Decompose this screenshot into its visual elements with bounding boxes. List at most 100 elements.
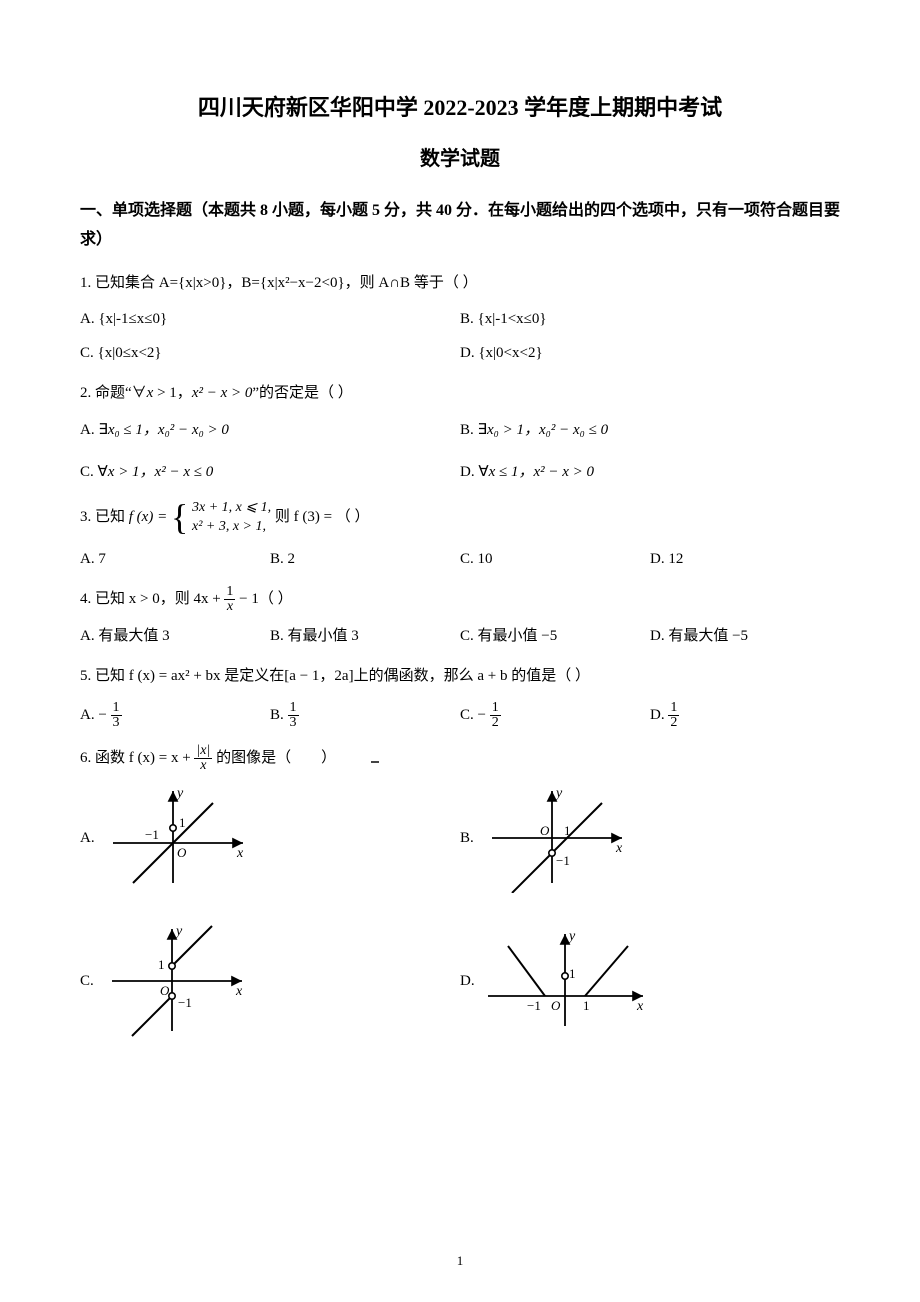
- question-4: 4. 已知 x > 0，则 4x + 1 x − 1（ ） A. 有最大值 3 …: [80, 585, 840, 648]
- q6-frac-num: |x|: [194, 744, 212, 759]
- y-axis-label: y: [174, 924, 183, 939]
- q5c-frac: 12: [490, 701, 501, 730]
- q4-options: A. 有最大值 3 B. 有最小值 3 C. 有最小值 −5 D. 有最大值 −…: [80, 624, 840, 648]
- q5-options: A. − 13 B. 13 C. − 12 D. 12: [80, 701, 840, 730]
- x-axis-label: x: [236, 846, 244, 861]
- question-6: 6. 函数 f (x) = x + |x| x 的图像是（ ） A. y x O…: [80, 744, 840, 1041]
- section-1-header: 一、单项选择题（本题共 8 小题，每小题 5 分，共 40 分．在每小题给出的四…: [80, 197, 840, 255]
- q1-stem: 1. 已知集合 A={x|x>0}，B={x|x²−x−2<0}，则 A∩B 等…: [80, 269, 840, 298]
- q5-opt-c: C. − 12: [460, 701, 650, 730]
- q6-opt-b: B. y x O 1 −1: [460, 783, 840, 893]
- origin-label: O: [177, 845, 187, 860]
- q6-opt-c: C. y x O 1 −1: [80, 921, 460, 1041]
- q1-options: A. {x|-1≤x≤0} B. {x|-1<x≤0} C. {x|0≤x<2}…: [80, 307, 840, 365]
- q3-prefix: 3. 已知: [80, 509, 129, 525]
- question-1: 1. 已知集合 A={x|x>0}，B={x|x²−x−2<0}，则 A∩B 等…: [80, 269, 840, 366]
- q3-opt-b: B. 2: [270, 547, 460, 571]
- y-axis-label: y: [554, 786, 563, 801]
- q3-stem: 3. 已知 f (x) = { 3x + 1, x ⩽ 1, x² + 3, x…: [80, 498, 840, 537]
- exam-title: 四川天府新区华阳中学 2022-2023 学年度上期期中考试: [80, 90, 840, 125]
- q2-suffix: ”的否定是（ ）: [252, 385, 352, 401]
- q3-pw1: 3x + 1, x ⩽ 1,: [192, 498, 271, 518]
- q2b-pre: B. ∃: [460, 422, 487, 438]
- q2-formula: x² − x > 0: [192, 385, 253, 401]
- q4-opt-c: C. 有最小值 −5: [460, 624, 650, 648]
- q3-opt-a: A. 7: [80, 547, 270, 571]
- q5a-den: 3: [111, 716, 122, 730]
- q2d-mid: x ≤ 1，x² − x > 0: [489, 464, 594, 480]
- origin-label: O: [551, 998, 561, 1013]
- q2a-mid: x₀ ≤ 1，x₀² − x₀ > 0: [108, 422, 229, 438]
- q5d-frac: 12: [668, 701, 679, 730]
- q5d-den: 2: [668, 716, 679, 730]
- q4-frac-num: 1: [224, 585, 235, 600]
- q3-suffix: 则 f (3) = （ ）: [275, 509, 370, 525]
- q2-options: A. ∃x₀ ≤ 1，x₀² − x₀ > 0 B. ∃x₀ > 1，x₀² −…: [80, 418, 840, 484]
- q5c-den: 2: [490, 716, 501, 730]
- q1-opt-c: C. {x|0≤x<2}: [80, 341, 460, 365]
- q5a-frac: 13: [111, 701, 122, 730]
- one-label-x: 1: [583, 998, 590, 1013]
- q6-opt-d: D. y x O 1 −1 1: [460, 921, 840, 1041]
- q3-opt-c: C. 10: [460, 547, 650, 571]
- one-label: 1: [564, 823, 571, 838]
- q5d-num: 1: [668, 701, 679, 716]
- q2a-pre: A. ∃: [80, 422, 108, 438]
- q2-opt-c: C. ∀x > 1，x² − x ≤ 0: [80, 460, 460, 484]
- q2-stem: 2. 命题“∀x > 1，x² − x > 0”的否定是（ ）: [80, 379, 840, 408]
- watermark-dot: [371, 761, 379, 763]
- q5a-num: 1: [111, 701, 122, 716]
- q6d-label: D.: [460, 969, 475, 993]
- question-2: 2. 命题“∀x > 1，x² − x > 0”的否定是（ ） A. ∃x₀ ≤…: [80, 379, 840, 484]
- q2d-pre: D. ∀: [460, 464, 489, 480]
- q4-opt-b: B. 有最小值 3: [270, 624, 460, 648]
- x-axis-label: x: [235, 984, 243, 999]
- y-axis-label: y: [175, 786, 184, 801]
- q5a-pre: A. −: [80, 706, 107, 722]
- q5-opt-a: A. − 13: [80, 701, 270, 730]
- question-3: 3. 已知 f (x) = { 3x + 1, x ⩽ 1, x² + 3, x…: [80, 498, 840, 571]
- q2c-mid: x > 1，x² − x ≤ 0: [108, 464, 213, 480]
- q4-stem: 4. 已知 x > 0，则 4x + 1 x − 1（ ）: [80, 585, 840, 614]
- exam-subject: 数学试题: [80, 143, 840, 175]
- q5-opt-d: D. 12: [650, 701, 840, 730]
- origin-label: O: [540, 823, 550, 838]
- q4-opt-d: D. 有最大值 −5: [650, 624, 840, 648]
- q5b-frac: 13: [288, 701, 299, 730]
- one-label: 1: [569, 966, 576, 981]
- q5b-den: 3: [288, 716, 299, 730]
- y-axis-label: y: [567, 929, 576, 944]
- q6-frac: |x| x: [194, 744, 212, 773]
- q1-opt-d: D. {x|0<x<2}: [460, 341, 840, 365]
- question-5: 5. 已知 f (x) = ax² + bx 是定义在[a − 1，2a]上的偶…: [80, 662, 840, 730]
- graph-d-icon: y x O 1 −1 1: [483, 926, 653, 1036]
- neg-one-label: −1: [556, 853, 570, 868]
- q2-prefix: 2. 命题“∀: [80, 385, 147, 401]
- x-axis-label: x: [615, 841, 623, 856]
- q5-opt-b: B. 13: [270, 701, 460, 730]
- q5d-pre: D.: [650, 706, 668, 722]
- graph-c-icon: y x O 1 −1: [102, 921, 252, 1041]
- q5b-num: 1: [288, 701, 299, 716]
- q5c-pre: C. −: [460, 706, 486, 722]
- q4-opt-a: A. 有最大值 3: [80, 624, 270, 648]
- q3-pw2: x² + 3, x > 1,: [192, 517, 271, 537]
- q1-opt-b: B. {x|-1<x≤0}: [460, 307, 840, 331]
- x-axis-label: x: [636, 999, 644, 1014]
- q6-prefix: 6. 函数 f (x) = x +: [80, 750, 194, 766]
- neg-one-label: −1: [145, 827, 159, 842]
- q6a-label: A.: [80, 826, 95, 850]
- q6-graph-options: A. y x O 1 −1 B. y x O: [80, 783, 840, 1041]
- one-label: 1: [158, 957, 165, 972]
- q5c-num: 1: [490, 701, 501, 716]
- q4-frac-den: x: [224, 600, 235, 614]
- q2b-mid: x₀ > 1，x₀² − x₀ ≤ 0: [487, 422, 608, 438]
- q3-fx: f (x) =: [129, 509, 171, 525]
- q2c-pre: C. ∀: [80, 464, 108, 480]
- q6b-label: B.: [460, 826, 474, 850]
- q5-stem: 5. 已知 f (x) = ax² + bx 是定义在[a − 1，2a]上的偶…: [80, 662, 840, 691]
- graph-a-icon: y x O 1 −1: [103, 783, 253, 893]
- one-label: 1: [179, 815, 186, 830]
- q3-options: A. 7 B. 2 C. 10 D. 12: [80, 547, 840, 571]
- q4-frac: 1 x: [224, 585, 235, 614]
